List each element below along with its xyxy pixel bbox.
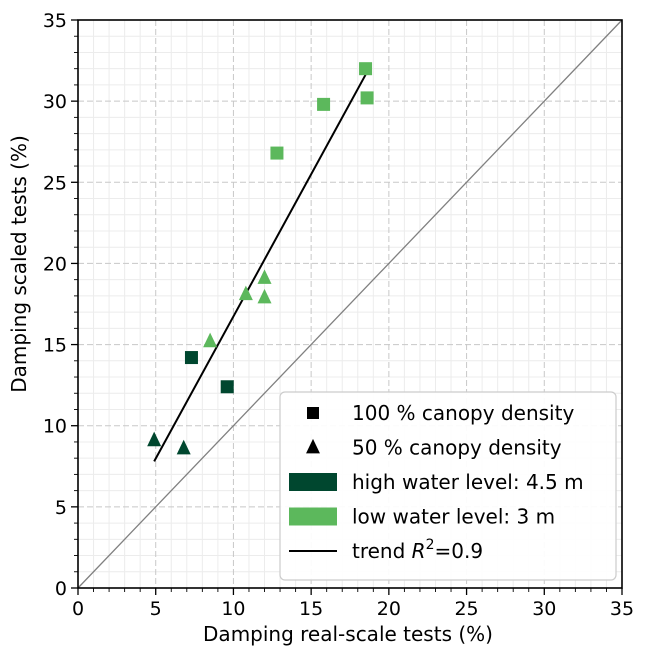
trend-line xyxy=(153,71,368,462)
y-tick-label: 35 xyxy=(43,10,67,32)
legend-label-prefix: trend xyxy=(352,539,412,563)
y-tick-label: 10 xyxy=(43,416,67,438)
axes: 0 5 10 15 20 25 30 35 0 5 10 15 20 25 30 35 xyxy=(43,10,634,620)
y-tick-label: 15 xyxy=(43,335,67,357)
legend-square-marker xyxy=(307,407,319,419)
triangle-marker xyxy=(238,285,253,301)
triangle-marker xyxy=(203,332,218,348)
x-tick-label: 20 xyxy=(377,598,401,620)
identity-line xyxy=(77,19,623,589)
x-tick-label: 25 xyxy=(454,598,478,620)
y-tick-label: 0 xyxy=(55,578,67,600)
legend-label-suffix: =0.9 xyxy=(435,539,484,563)
x-tick-label: 30 xyxy=(532,598,556,620)
data-markers xyxy=(147,62,374,455)
legend-label: 100 % canopy density xyxy=(352,401,574,425)
x-axis-title: Damping real-scale tests (%) xyxy=(203,622,493,646)
square-marker xyxy=(360,91,374,105)
square-marker xyxy=(184,351,198,365)
y-tick-label: 30 xyxy=(43,91,67,113)
triangle-marker xyxy=(176,439,191,455)
y-tick-label: 25 xyxy=(43,172,67,194)
legend-box xyxy=(279,391,617,581)
legend-color-patch xyxy=(289,507,337,526)
square-marker xyxy=(359,62,373,76)
legend-label: 50 % canopy density xyxy=(352,436,562,460)
x-tick-label: 15 xyxy=(299,598,323,620)
square-marker xyxy=(270,146,284,160)
legend: 100 % canopy density 50 % canopy density h… xyxy=(279,391,617,581)
triangle-marker xyxy=(147,431,162,447)
legend-label: trend R2=0.9 xyxy=(352,537,483,563)
x-tick-label: 10 xyxy=(221,598,245,620)
legend-color-patch xyxy=(289,473,337,491)
reference-lines xyxy=(77,19,623,589)
y-tick-label: 5 xyxy=(55,497,67,519)
x-tick-label: 5 xyxy=(150,598,162,620)
legend-label: high water level: 4.5 m xyxy=(352,470,584,494)
y-axis-title: Damping scaled tests (%) xyxy=(7,135,31,393)
triangle-marker xyxy=(257,269,272,284)
legend-label: low water level: 3 m xyxy=(352,505,555,529)
legend-label-variable: R xyxy=(412,539,426,563)
square-marker xyxy=(317,97,331,111)
y-tick-label: 20 xyxy=(43,253,67,275)
triangle-marker xyxy=(257,288,272,304)
plot-frame xyxy=(77,19,623,589)
square-marker xyxy=(220,380,234,394)
x-tick-label: 35 xyxy=(610,598,634,620)
legend-label-superscript: 2 xyxy=(426,537,435,553)
x-tick-label: 0 xyxy=(72,598,84,620)
legend-triangle-marker xyxy=(306,438,320,454)
